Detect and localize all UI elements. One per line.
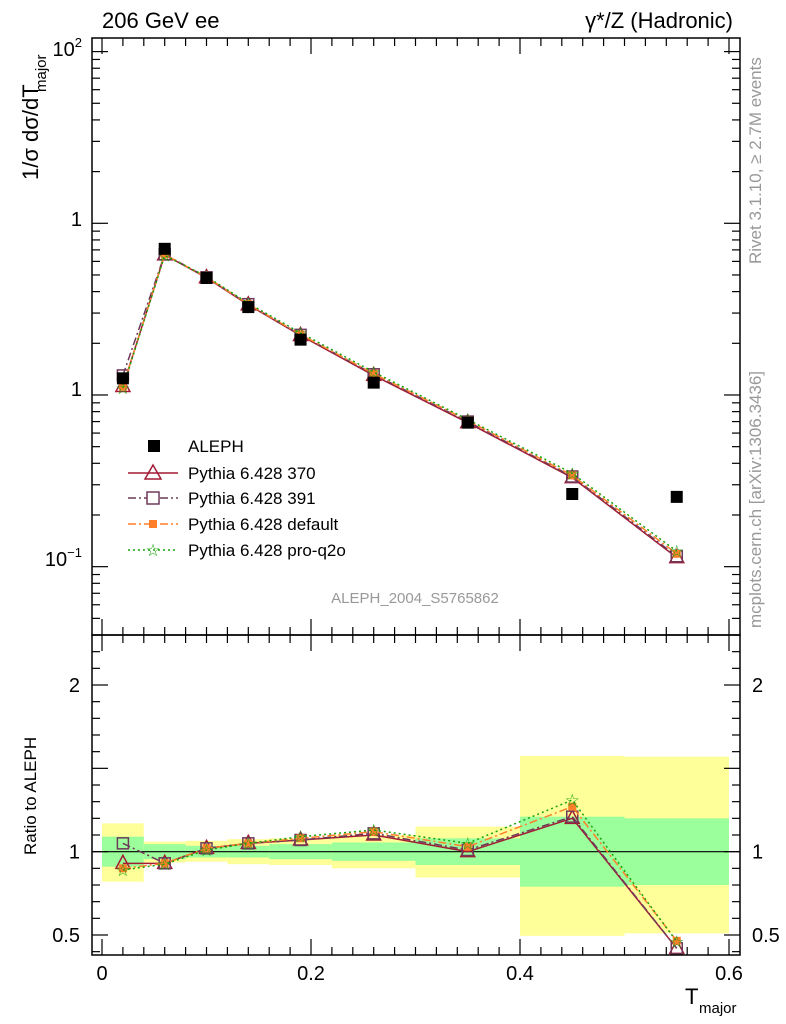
legend-marker-aleph xyxy=(148,440,160,452)
y-tick-label-top-3: 1 xyxy=(71,379,82,401)
y-tick-label-bottom-right: 1 xyxy=(752,842,763,864)
y-tick-label-bottom: 0.5 xyxy=(52,925,80,947)
bottom-y-ticks: 0.5 0.5 1 1 2 2 xyxy=(52,651,780,953)
x-tick-label: 0 xyxy=(96,963,107,985)
ratio-point-pythia-6-428-default xyxy=(568,802,577,811)
x-ticks: 0 0.2 0.4 0.6 xyxy=(96,38,743,985)
series-line-pythia-6-428-pro-q2o xyxy=(122,254,678,552)
ratio-point-pythia-6-428-pro-q2o: ☆ xyxy=(157,855,172,874)
ratio-series-pythia-6-428-default xyxy=(118,802,681,945)
legend-label-default: Pythia 6.428 default xyxy=(188,515,339,534)
y-label-main: 1/σ dσ/dT xyxy=(18,84,43,180)
top-y-tick-labels: 102 1 1 10−1 xyxy=(45,35,82,571)
y-tick-label-top-4: 10−1 xyxy=(45,545,82,571)
ratio-point-pythia-6-428-391 xyxy=(116,837,130,850)
y-tick-label-bottom-right: 0.5 xyxy=(752,925,780,947)
data-point-aleph xyxy=(367,376,380,389)
ratio-series-pythia-6-428-pro-q2o: ☆ ☆ ☆ ☆ ☆ ☆ ☆ ☆ ☆ xyxy=(115,791,684,952)
y-axis-label-bottom: Ratio to ALEPH xyxy=(21,737,40,855)
legend: ALEPH Pythia 6.428 370 Pythia 6.428 391 … xyxy=(128,437,346,560)
rivet-label: Rivet 3.1.10, ≥ 2.7M events xyxy=(746,57,765,264)
data-point-pythia-6-428-391 xyxy=(566,470,579,483)
ratio-point-pythia-6-428-default xyxy=(463,842,472,851)
analysis-id: ALEPH_2004_S5765862 xyxy=(331,590,499,607)
y-tick-label-top-2: 1 xyxy=(71,209,82,231)
series-line-pythia-6-428-391 xyxy=(122,253,678,557)
y-axis-label-top: 1/σ dσ/dT major xyxy=(18,54,50,180)
y-tick-label-bottom: 2 xyxy=(69,675,80,697)
series-aleph xyxy=(116,242,683,503)
y-label-sub: major xyxy=(33,54,50,92)
ratio-point-pythia-6-428-default xyxy=(160,859,169,868)
data-point-aleph xyxy=(242,301,255,314)
series-pythia-6-428-default xyxy=(118,250,681,558)
data-point-pythia-6-428-default xyxy=(672,549,681,558)
y-tick-label-bottom-right: 2 xyxy=(752,675,763,697)
ratio-line-pythia-6-428-391 xyxy=(122,815,678,949)
series-pythia-6-428-pro-q2o: ☆☆☆☆☆☆☆☆☆ xyxy=(115,246,684,561)
ratio-point-pythia-6-428-pro-q2o: ☆ xyxy=(366,821,381,840)
y-tick-label-top-1: 102 xyxy=(53,35,82,61)
data-point-aleph xyxy=(670,490,683,503)
legend-marker-370 xyxy=(143,463,163,480)
data-point-pythia-6-428-pro-q2o: ☆ xyxy=(565,464,580,483)
series-line-pythia-6-428-370 xyxy=(122,253,678,559)
x-label-sub: major xyxy=(699,1000,737,1017)
data-point-aleph xyxy=(294,333,307,346)
ratio-point-pythia-6-428-default xyxy=(244,839,253,848)
data-point-pythia-6-428-default xyxy=(568,471,577,480)
data-point-pythia-6-428-pro-q2o: ☆ xyxy=(669,542,684,561)
ratio-point-pythia-6-428-pro-q2o: ☆ xyxy=(669,933,684,952)
x-label-main: T xyxy=(685,984,698,1009)
series-line-pythia-6-428-default xyxy=(122,253,678,555)
x-axis-label: T major xyxy=(685,984,737,1017)
legend-label-q2o: Pythia 6.428 pro-q2o xyxy=(188,541,346,560)
data-point-aleph xyxy=(116,372,129,385)
ratio-line-pythia-6-428-pro-q2o xyxy=(122,799,678,943)
ratio-point-pythia-6-428-default xyxy=(202,844,211,853)
legend-marker-q2o: ☆ xyxy=(145,541,160,560)
x-tick-label: 0.6 xyxy=(715,963,743,985)
data-point-aleph xyxy=(461,416,474,429)
ratio-point-pythia-6-428-pro-q2o: ☆ xyxy=(293,828,308,847)
x-tick-label: 0.2 xyxy=(297,963,325,985)
y-tick-label-bottom: 1 xyxy=(69,842,80,864)
ratio-point-pythia-6-428-391 xyxy=(566,810,579,823)
ratio-point-pythia-6-428-pro-q2o: ☆ xyxy=(115,861,130,880)
mcplots-label: mcplots.cern.ch [arXiv:1306.3436] xyxy=(746,371,765,628)
x-tick-label: 0.4 xyxy=(506,963,534,985)
ratio-point-pythia-6-428-pro-q2o: ☆ xyxy=(460,834,475,853)
ratio-point-pythia-6-428-pro-q2o: ☆ xyxy=(199,841,214,860)
ratio-point-pythia-6-428-pro-q2o: ☆ xyxy=(565,791,580,810)
ratio-point-pythia-6-428-370 xyxy=(563,808,581,825)
legend-label-aleph: ALEPH xyxy=(188,437,244,456)
ratio-point-pythia-6-428-pro-q2o: ☆ xyxy=(241,834,256,853)
legend-label-370: Pythia 6.428 370 xyxy=(188,464,316,483)
ratio-point-pythia-6-428-default xyxy=(296,834,305,843)
ratio-point-pythia-6-428-default xyxy=(672,936,681,945)
header-left: 206 GeV ee xyxy=(102,8,219,33)
ratio-bands xyxy=(102,755,729,936)
legend-marker-default xyxy=(149,520,157,528)
legend-marker-391 xyxy=(146,491,160,505)
legend-label-391: Pythia 6.428 391 xyxy=(188,489,316,508)
data-point-aleph xyxy=(200,272,213,285)
ratio-point-pythia-6-428-default xyxy=(118,864,127,873)
ratio-point-pythia-6-428-default xyxy=(369,827,378,836)
header-right: γ*/Z (Hadronic) xyxy=(585,8,733,33)
top-y-ticks xyxy=(92,50,740,636)
data-point-aleph xyxy=(566,488,579,501)
data-point-pythia-6-428-default xyxy=(369,369,378,378)
data-point-aleph xyxy=(158,242,171,255)
